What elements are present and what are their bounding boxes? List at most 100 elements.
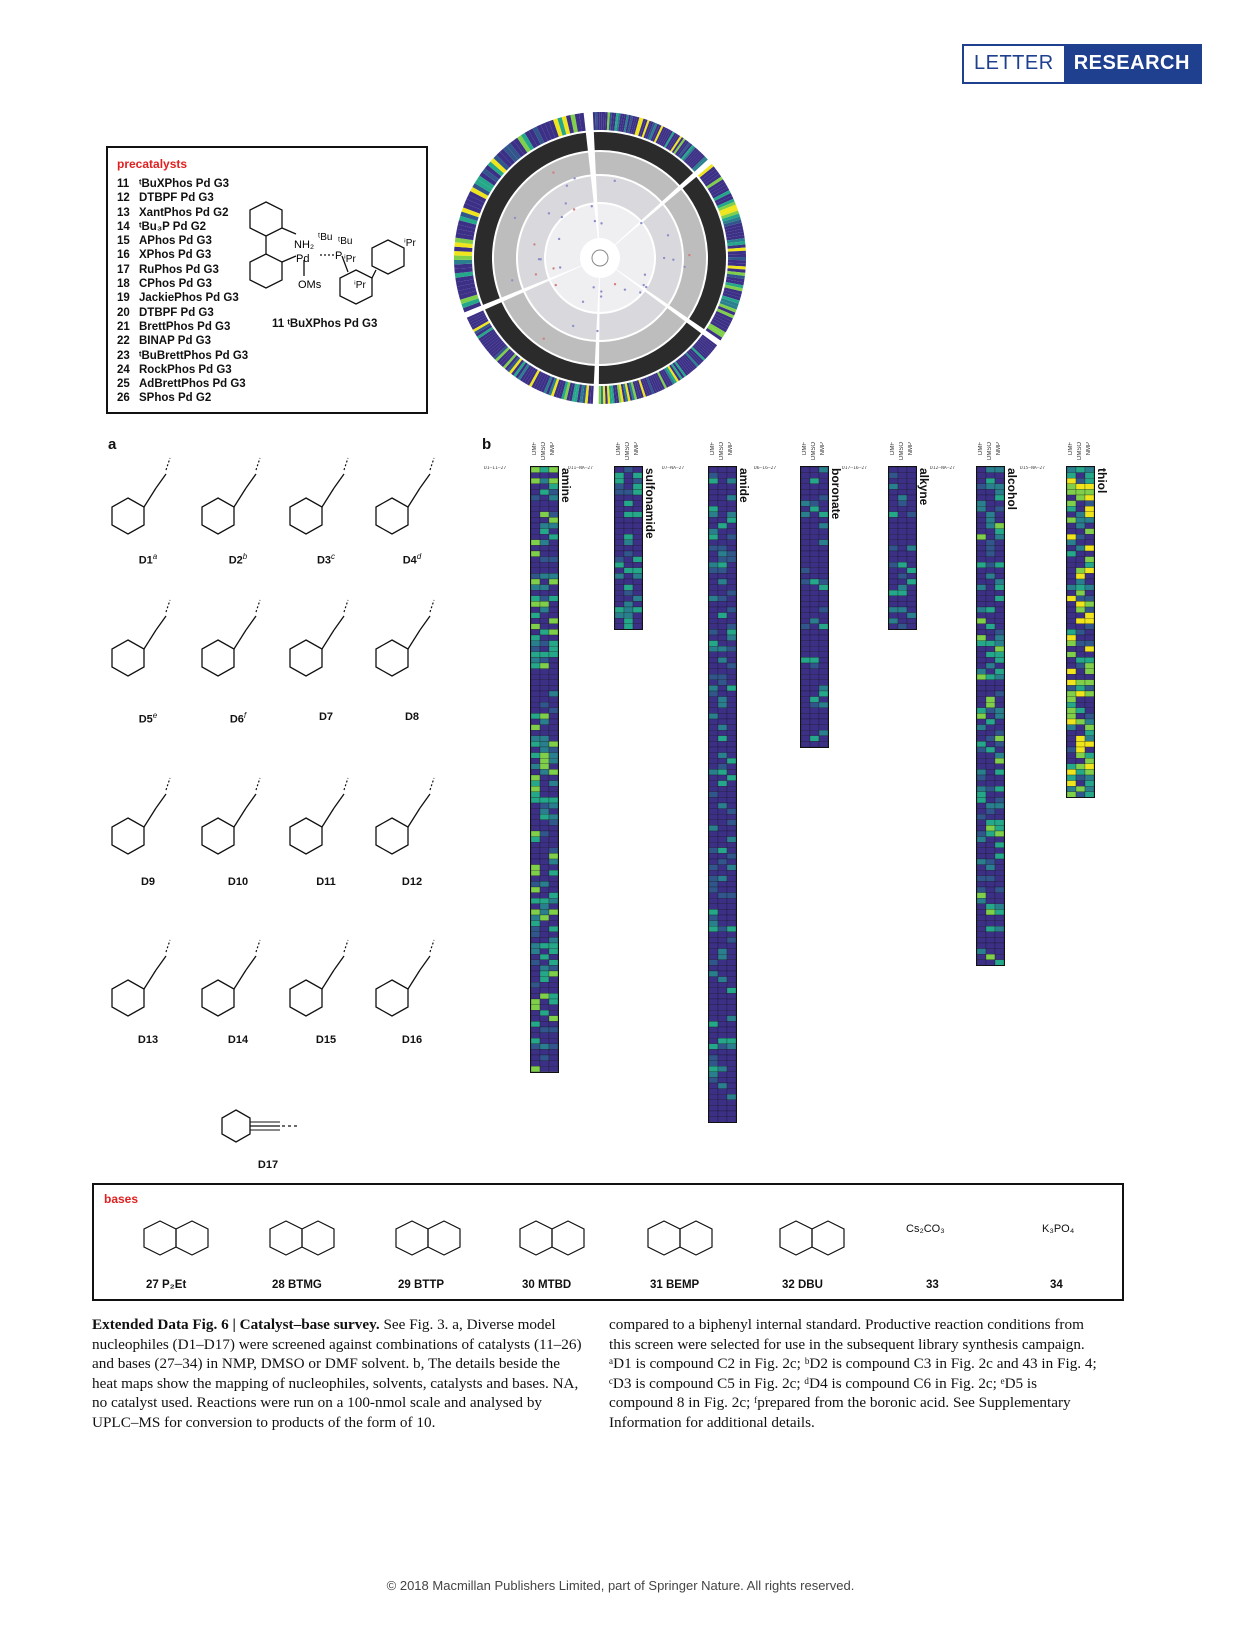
- circle-segment: [503, 145, 519, 163]
- precatalyst-name: ᵗBu₃P Pd G2: [139, 220, 207, 233]
- heatmap-cell: [809, 657, 820, 664]
- heatmap-cell: [717, 601, 728, 608]
- heatmap-cell: [994, 881, 1004, 888]
- heatmap-cell: [906, 500, 916, 507]
- heatmap-cell: [615, 584, 625, 591]
- heatmap-cell: [531, 685, 541, 692]
- circle-dot: [558, 266, 562, 269]
- heatmap-cell: [717, 590, 728, 596]
- heatmap-cell: [531, 590, 541, 596]
- heatmap-cell: [1075, 595, 1086, 602]
- heatmap-cell: [548, 629, 558, 636]
- heatmap-cell: [977, 489, 987, 496]
- circle-segment: [548, 377, 558, 396]
- heatmap-cell: [985, 517, 996, 524]
- precatalyst-item: 11 ᵗBuXPhos Pd G3: [117, 177, 248, 191]
- circle-segment: [504, 355, 519, 371]
- heatmap-cell: [539, 853, 550, 860]
- circle-segment: [722, 216, 741, 225]
- heatmap-cell: [539, 808, 550, 815]
- heatmap-cell: [818, 730, 828, 736]
- heatmap-cell: [1075, 601, 1086, 608]
- base-number: 30: [522, 1279, 535, 1291]
- heatmap-cell: [897, 528, 908, 535]
- heatmap-cell: [994, 797, 1004, 804]
- heatmap-cell: [531, 746, 541, 753]
- heatmap-cell: [717, 550, 728, 557]
- circle-segment: [710, 184, 728, 197]
- circle-segment: [632, 381, 640, 400]
- heatmap-cell: [709, 965, 719, 972]
- heatmap-cell: [726, 606, 736, 613]
- heatmap-cell: [548, 1049, 558, 1056]
- heatmap-cell: [977, 819, 987, 826]
- heatmap-row-label: [662, 1115, 706, 1121]
- heatmap-cell: [977, 954, 987, 960]
- heatmap-cell: [539, 618, 550, 624]
- heatmap-cell: [818, 657, 828, 664]
- heatmap-cell: [1067, 707, 1077, 714]
- circle-dot: [552, 267, 555, 270]
- copyright-footer: © 2018 Macmillan Publishers Limited, par…: [386, 1578, 855, 1593]
- heatmap-cell: [539, 730, 550, 736]
- heatmap-cell: [726, 903, 736, 910]
- circle-segment: [556, 380, 564, 399]
- heatmap-cell: [717, 942, 728, 949]
- circle-segment: [595, 176, 661, 221]
- heatmap-cell: [994, 494, 1004, 501]
- circle-segment: [467, 312, 486, 323]
- compound-label: D4d: [372, 552, 452, 567]
- circle-segment: [488, 340, 504, 354]
- heatmap-cell: [717, 909, 728, 916]
- heatmap-cell: [985, 735, 996, 742]
- heatmap-cell: [985, 898, 996, 904]
- heatmap-cell: [809, 651, 820, 658]
- precatalyst-item: 12 DTBPF Pd G3: [117, 191, 248, 205]
- heatmap-cell: [818, 623, 828, 630]
- heatmap-cell: [977, 685, 987, 692]
- heatmap-cell: [717, 573, 728, 580]
- circle-dot: [565, 184, 569, 187]
- heatmap-cell: [709, 472, 719, 479]
- circle-segment: [576, 384, 583, 403]
- base-label: 29 BTTP: [398, 1279, 444, 1291]
- heatmap-cell: [531, 853, 541, 860]
- precatalyst-name: APhos Pd G3: [139, 235, 212, 248]
- heatmap-cell: [1075, 730, 1086, 736]
- heatmap-cell: [1067, 472, 1077, 479]
- heatmap-cell: [977, 534, 987, 540]
- heatmap-cell: [531, 993, 541, 1000]
- heatmap-cell: [1075, 606, 1086, 613]
- heatmap-cell: [985, 702, 996, 708]
- heatmap-cell: [818, 601, 828, 608]
- heatmap-cell: [615, 511, 625, 518]
- circle-segment: [517, 363, 530, 381]
- heatmap-cell: [994, 573, 1004, 580]
- heatmap-cell: [531, 1049, 541, 1056]
- compound-label: D1a: [108, 552, 188, 567]
- heatmap-cell: [985, 696, 996, 703]
- heatmap-cell: [1084, 668, 1094, 675]
- heatmap-cell: [726, 696, 736, 703]
- circle-segment: [610, 385, 615, 404]
- heatmap-cell: [1075, 534, 1086, 540]
- circle-segment: [720, 298, 739, 307]
- heatmap-cell: [717, 948, 728, 955]
- circle-segment: [469, 314, 487, 325]
- heatmap-cell: [985, 674, 996, 680]
- heatmap-cell: [717, 696, 728, 703]
- heatmap-cell: [1075, 500, 1086, 507]
- heatmap-cell: [531, 634, 541, 641]
- heatmap-cell: [809, 618, 820, 624]
- heatmap-cell: [539, 802, 550, 809]
- heatmap-cell: [709, 1015, 719, 1022]
- heatmap-cell: [985, 842, 996, 848]
- heatmap-cell: [531, 942, 541, 949]
- heatmap-cell: [539, 892, 550, 899]
- heatmap-cell: [809, 489, 820, 496]
- circle-segment: [543, 376, 553, 394]
- heatmap-cell: [539, 1010, 550, 1016]
- caption-left-text: See Fig. 3. a, Diverse model nucleophile…: [92, 1316, 582, 1431]
- heatmap-cell: [726, 1026, 736, 1033]
- heatmap-cell: [985, 830, 996, 837]
